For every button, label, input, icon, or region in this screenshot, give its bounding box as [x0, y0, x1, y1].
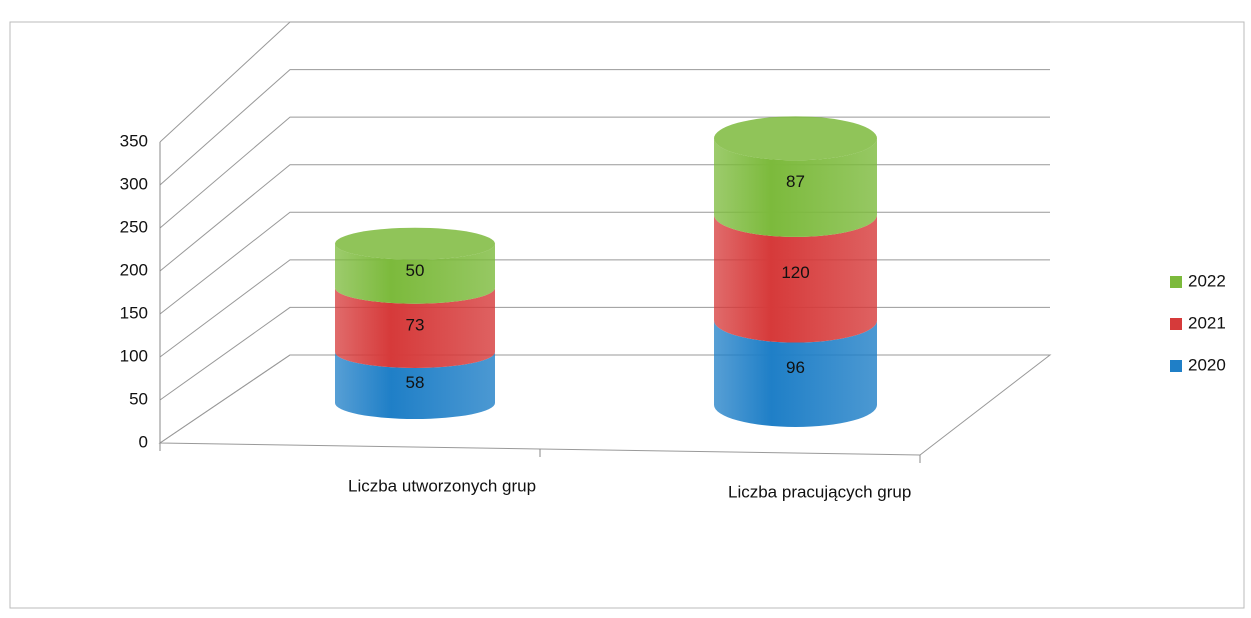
y-tick-label: 200	[120, 260, 148, 279]
cylinder-segment	[714, 320, 877, 427]
segment-body	[714, 214, 877, 343]
cylinder-segment	[714, 116, 877, 237]
cylinder-segment	[335, 287, 495, 368]
value-label: 120	[781, 263, 809, 282]
value-label: 96	[786, 358, 805, 377]
legend-swatch	[1170, 276, 1182, 288]
y-tick-label: 350	[120, 131, 148, 150]
value-label: 50	[406, 261, 425, 280]
value-label: 73	[406, 315, 425, 334]
segment-body	[335, 351, 495, 419]
segment-body	[335, 243, 495, 304]
y-tick-label: 250	[120, 217, 148, 236]
value-label: 58	[406, 373, 425, 392]
legend-label: 2021	[1188, 313, 1226, 332]
x-tick-label: Liczba utworzonych grup	[348, 476, 536, 495]
legend-swatch	[1170, 360, 1182, 372]
cylinder-segment	[335, 351, 495, 419]
segment-cap	[335, 227, 495, 260]
legend-label: 2020	[1188, 355, 1226, 374]
segment-body	[335, 287, 495, 368]
legend-swatch	[1170, 318, 1182, 330]
cylinder-segment	[335, 227, 495, 304]
x-tick-label: Liczba pracujących grup	[728, 482, 911, 501]
segment-body	[714, 320, 877, 427]
segment-body	[714, 138, 877, 237]
y-tick-label: 100	[120, 346, 148, 365]
y-tick-label: 150	[120, 303, 148, 322]
y-tick-label: 300	[120, 174, 148, 193]
cylinder-segment	[714, 214, 877, 343]
y-tick-label: 0	[139, 432, 148, 451]
grid-line	[159, 21, 1050, 143]
legend-label: 2022	[1188, 271, 1226, 290]
y-tick-label: 50	[129, 389, 148, 408]
segment-cap	[714, 116, 877, 161]
value-label: 87	[786, 172, 805, 191]
grid-line	[159, 69, 1050, 186]
